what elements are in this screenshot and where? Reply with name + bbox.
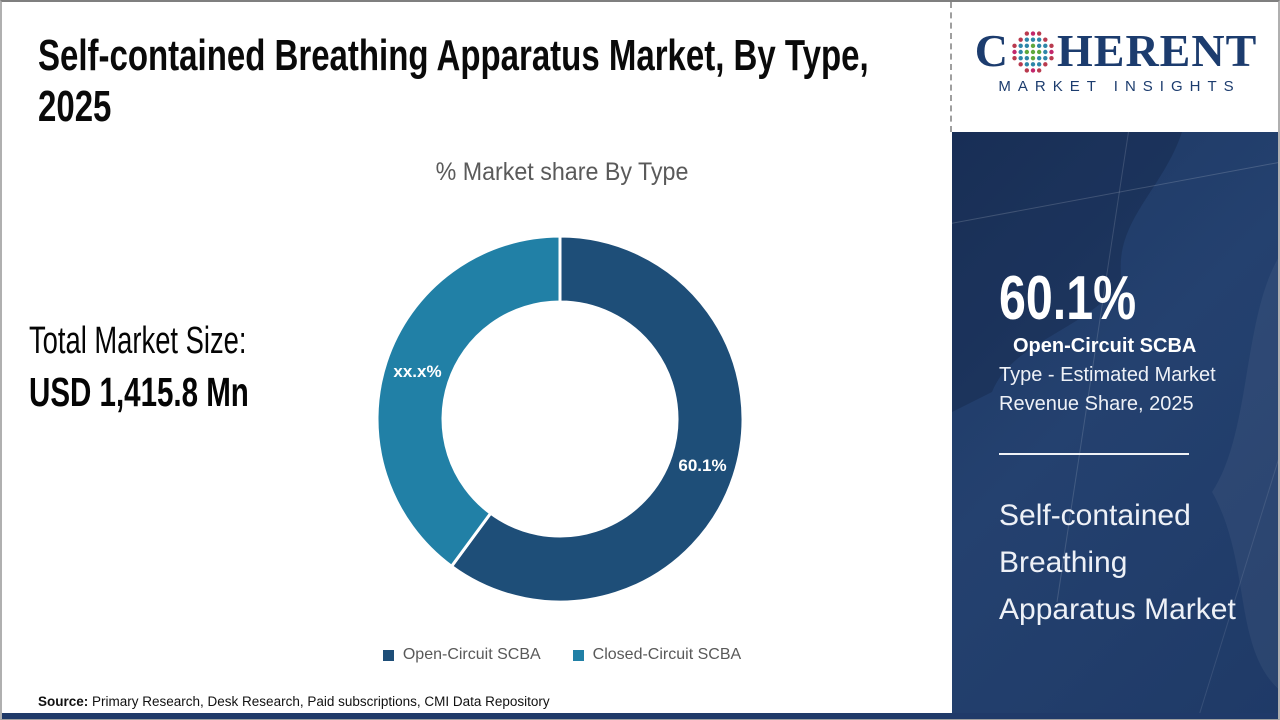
slice-data-label: xx.x% [393, 362, 442, 382]
sidebar-stat-value: 60.1% [999, 264, 1137, 333]
sidebar-stat-rest: Type - Estimated Market Revenue Share, 2… [999, 364, 1216, 415]
logo-letters-rest: HERENT [1056, 25, 1258, 76]
logo-box: C HERENT MARKET INSIGHTS [950, 2, 1278, 132]
slice-data-label: 60.1% [678, 455, 727, 475]
donut-slice-closed-circuit-scba [375, 234, 562, 569]
page-title: Self-contained Breathing Apparatus Marke… [38, 31, 869, 132]
legend-label: Open-Circuit SCBA [402, 646, 541, 663]
chart-legend: Open-Circuit SCBA Closed-Circuit SCBA [182, 646, 942, 664]
sidebar-stat-description: Open-Circuit SCBA Type - Estimated Marke… [999, 332, 1236, 419]
legend-swatch-icon [382, 649, 394, 661]
sidebar-divider [999, 453, 1189, 455]
donut-chart-svg [375, 234, 745, 604]
donut-slice-open-circuit-scba [449, 234, 745, 604]
logo-tagline: MARKET INSIGHTS [998, 78, 1241, 95]
total-market-size-value: USD 1,415.8 Mn [29, 369, 249, 415]
legend-item: Closed-Circuit SCBA [572, 646, 742, 664]
total-market-size-label: Total Market Size: [29, 320, 247, 362]
logo-letter-c: C [974, 25, 1009, 76]
coherent-globe-icon [1012, 31, 1054, 73]
legend-swatch-icon [572, 649, 584, 661]
sidebar-stat-category: Open-Circuit SCBA [1013, 335, 1197, 357]
footer-bar [2, 713, 1278, 719]
source-label: Source: [38, 694, 89, 709]
source-line: Source: Primary Research, Desk Research,… [38, 694, 550, 709]
source-text: Primary Research, Desk Research, Paid su… [88, 694, 550, 709]
sidebar: 60.1% Open-Circuit SCBA Type - Estimated… [952, 132, 1278, 713]
legend-item: Open-Circuit SCBA [382, 646, 541, 664]
world-map-texture [952, 132, 1278, 713]
donut-chart: 60.1% xx.x% [370, 229, 750, 609]
legend-label: Closed-Circuit SCBA [592, 646, 742, 663]
sidebar-market-name: Self-contained Breathing Apparatus Marke… [999, 499, 1236, 626]
coherent-logo: C HERENT [952, 25, 1278, 76]
total-market-size-block: Total Market Size: USD 1,415.8 Mn [29, 320, 334, 416]
chart-title: % Market share By Type [435, 158, 689, 186]
